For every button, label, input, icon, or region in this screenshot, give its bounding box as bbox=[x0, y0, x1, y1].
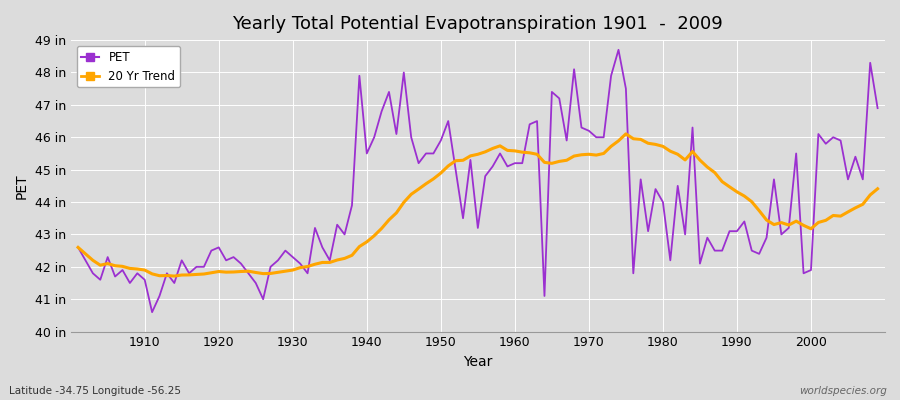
X-axis label: Year: Year bbox=[464, 355, 492, 369]
Legend: PET, 20 Yr Trend: PET, 20 Yr Trend bbox=[76, 46, 180, 87]
Title: Yearly Total Potential Evapotranspiration 1901  -  2009: Yearly Total Potential Evapotranspiratio… bbox=[232, 15, 724, 33]
Y-axis label: PET: PET bbox=[15, 173, 29, 199]
Text: worldspecies.org: worldspecies.org bbox=[798, 386, 886, 396]
Text: Latitude -34.75 Longitude -56.25: Latitude -34.75 Longitude -56.25 bbox=[9, 386, 181, 396]
